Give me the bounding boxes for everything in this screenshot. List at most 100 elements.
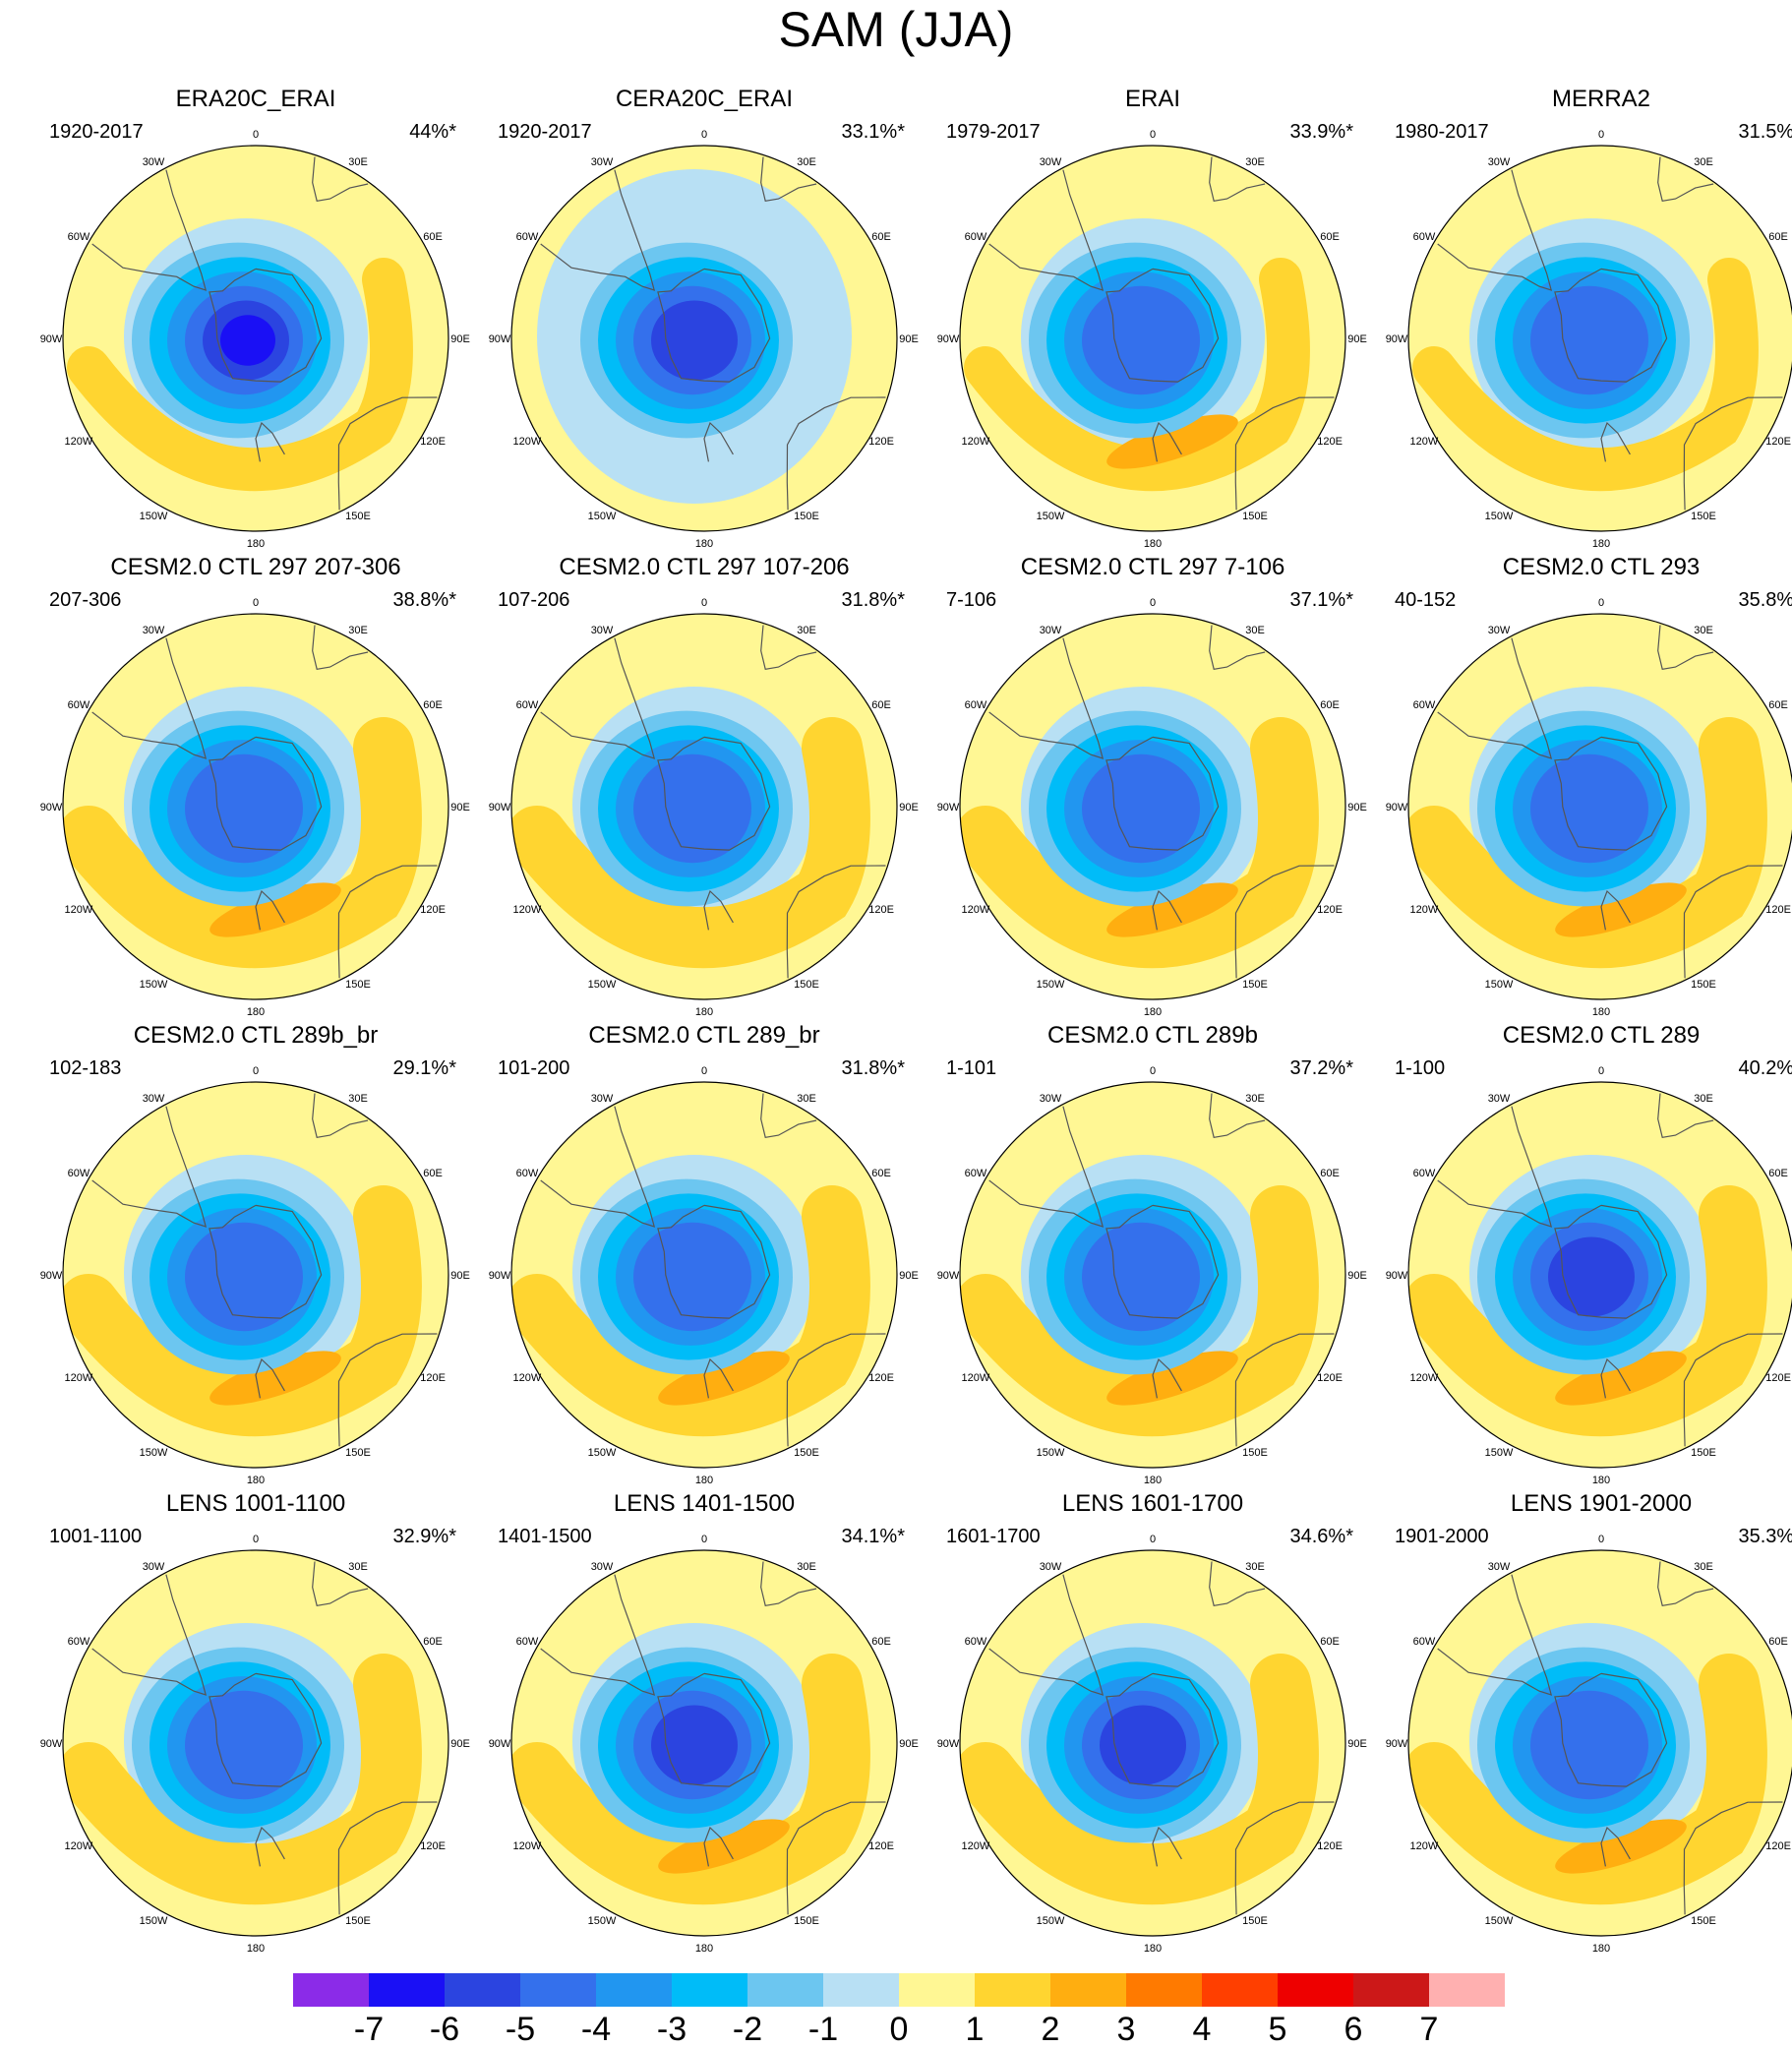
longitude-label: 60W xyxy=(1413,1636,1436,1648)
positive-core xyxy=(1106,882,1238,937)
coastline xyxy=(1683,1333,1783,1447)
panel-title: ERA20C_ERAI xyxy=(175,86,336,112)
longitude-label: 150E xyxy=(1242,1915,1268,1927)
coastline xyxy=(255,421,285,462)
longitude-label: 60E xyxy=(1320,699,1340,711)
map-panel: CESM2.0 CTL 2891-10040.2%*030E60E90E120E… xyxy=(1385,1021,1792,1486)
longitude-label: 120W xyxy=(1410,1840,1439,1852)
longitude-label: 180 xyxy=(247,1006,265,1018)
panel-title: CESM2.0 CTL 297 207-306 xyxy=(110,554,401,580)
negative-contour xyxy=(185,1690,303,1800)
positive-region xyxy=(960,1654,1319,1905)
longitude-label: 120E xyxy=(1317,436,1343,448)
coastline xyxy=(786,1801,886,1915)
coastline xyxy=(1105,1672,1220,1787)
longitude-label: 150W xyxy=(588,979,617,991)
longitude-label: 60E xyxy=(423,1636,443,1648)
negative-contour xyxy=(651,1705,738,1785)
longitude-label: 30W xyxy=(1488,1093,1511,1105)
panel-period: 1-101 xyxy=(946,1057,997,1079)
positive-region xyxy=(960,1185,1319,1437)
panel-title: CESM2.0 CTL 293 xyxy=(1502,554,1701,580)
coastline xyxy=(91,637,208,759)
map-panel: ERA20C_ERAI 1920-2017 44%* 0 30E 60E 90E 120E 15… xyxy=(39,85,472,550)
longitude-label: 150E xyxy=(1691,1447,1716,1459)
longitude-label: 150W xyxy=(140,511,168,522)
panel-variance: 31.8%* xyxy=(841,589,906,611)
coastline xyxy=(312,1093,369,1138)
longitude-label: 30E xyxy=(1245,1093,1265,1105)
coastline xyxy=(255,889,285,931)
map-panel: CESM2.0 CTL 289b_br 102-183 29.1%* 0 30E 60E 9… xyxy=(39,1021,472,1486)
longitude-label: 90W xyxy=(40,802,63,813)
negative-contour xyxy=(1082,285,1200,395)
map-boundary xyxy=(1407,1549,1792,1937)
longitude-label: 150W xyxy=(1037,979,1065,991)
panel-period: 102-183 xyxy=(49,1057,122,1079)
longitude-label: 30W xyxy=(143,625,165,636)
polar-map: 0 30E 60E 90E 120E 150E 180 150W 120W 90W 60W 30W xyxy=(489,1065,919,1486)
longitude-label: 30W xyxy=(1488,625,1511,636)
longitude-label: 150E xyxy=(345,1915,371,1927)
longitude-label: 150W xyxy=(1485,1447,1514,1459)
coastline xyxy=(1600,421,1631,462)
coastline xyxy=(1209,1561,1266,1606)
coastline xyxy=(91,1106,208,1228)
longitude-label: 150E xyxy=(794,979,819,991)
colorbar-label: 4 xyxy=(1192,2011,1212,2048)
longitude-label: 30W xyxy=(1040,156,1062,168)
longitude-label: 60E xyxy=(1768,699,1788,711)
panel-title: CESM2.0 CTL 289b xyxy=(1047,1022,1258,1049)
coastline xyxy=(1683,1801,1783,1915)
longitude-label: 90E xyxy=(1347,333,1367,345)
longitude-label: 90E xyxy=(450,333,470,345)
negative-contour xyxy=(1530,1690,1648,1800)
coastline xyxy=(760,1093,817,1138)
panel-title: CERA20C_ERAI xyxy=(615,86,794,112)
longitude-label: 30E xyxy=(797,1561,816,1573)
longitude-label: 180 xyxy=(1592,538,1610,550)
map-boundary xyxy=(510,1549,898,1937)
longitude-label: 60W xyxy=(1413,231,1436,243)
coastline xyxy=(1105,736,1220,851)
longitude-label: 120W xyxy=(1410,904,1439,916)
longitude-label: 30E xyxy=(797,625,816,636)
coastline xyxy=(1600,889,1631,931)
panel-variance: 40.2%* xyxy=(1738,1057,1792,1079)
longitude-label: 180 xyxy=(247,1943,265,1955)
longitude-label: 60W xyxy=(68,699,90,711)
coastline xyxy=(255,1826,285,1867)
longitude-label: 30W xyxy=(591,156,614,168)
panel-title: CESM2.0 CTL 297 107-206 xyxy=(559,554,850,580)
longitude-label: 180 xyxy=(1592,1943,1610,1955)
positive-core xyxy=(209,882,341,937)
longitude-label: 90W xyxy=(1386,333,1408,345)
longitude-label: 90E xyxy=(899,802,919,813)
longitude-label: 120E xyxy=(1765,904,1791,916)
colorbar-swatch xyxy=(520,1973,596,2007)
colorbar-label: -7 xyxy=(353,2011,385,2048)
longitude-label: 60W xyxy=(68,1636,90,1648)
longitude-label: 90W xyxy=(937,1738,960,1750)
panel-variance: 35.8%* xyxy=(1738,589,1792,611)
coastline xyxy=(703,421,734,462)
coastline xyxy=(540,637,656,759)
panel-period: 107-206 xyxy=(498,589,570,611)
coastline xyxy=(1152,421,1182,462)
coastline xyxy=(1234,865,1335,979)
longitude-label: 0 xyxy=(701,1065,707,1077)
coastline xyxy=(786,1333,886,1447)
panel-variance: 44%* xyxy=(409,121,456,143)
coastline xyxy=(312,625,369,670)
longitude-label: 90E xyxy=(899,333,919,345)
longitude-label: 90W xyxy=(937,802,960,813)
longitude-label: 90W xyxy=(40,333,63,345)
longitude-label: 120E xyxy=(868,1840,894,1852)
longitude-label: 60W xyxy=(965,231,987,243)
longitude-label: 120W xyxy=(962,436,990,448)
longitude-label: 60W xyxy=(68,1168,90,1179)
coastline xyxy=(337,396,438,511)
longitude-label: 0 xyxy=(1150,1065,1156,1077)
colorbar-label: -5 xyxy=(505,2011,536,2048)
longitude-label: 90W xyxy=(40,1738,63,1750)
